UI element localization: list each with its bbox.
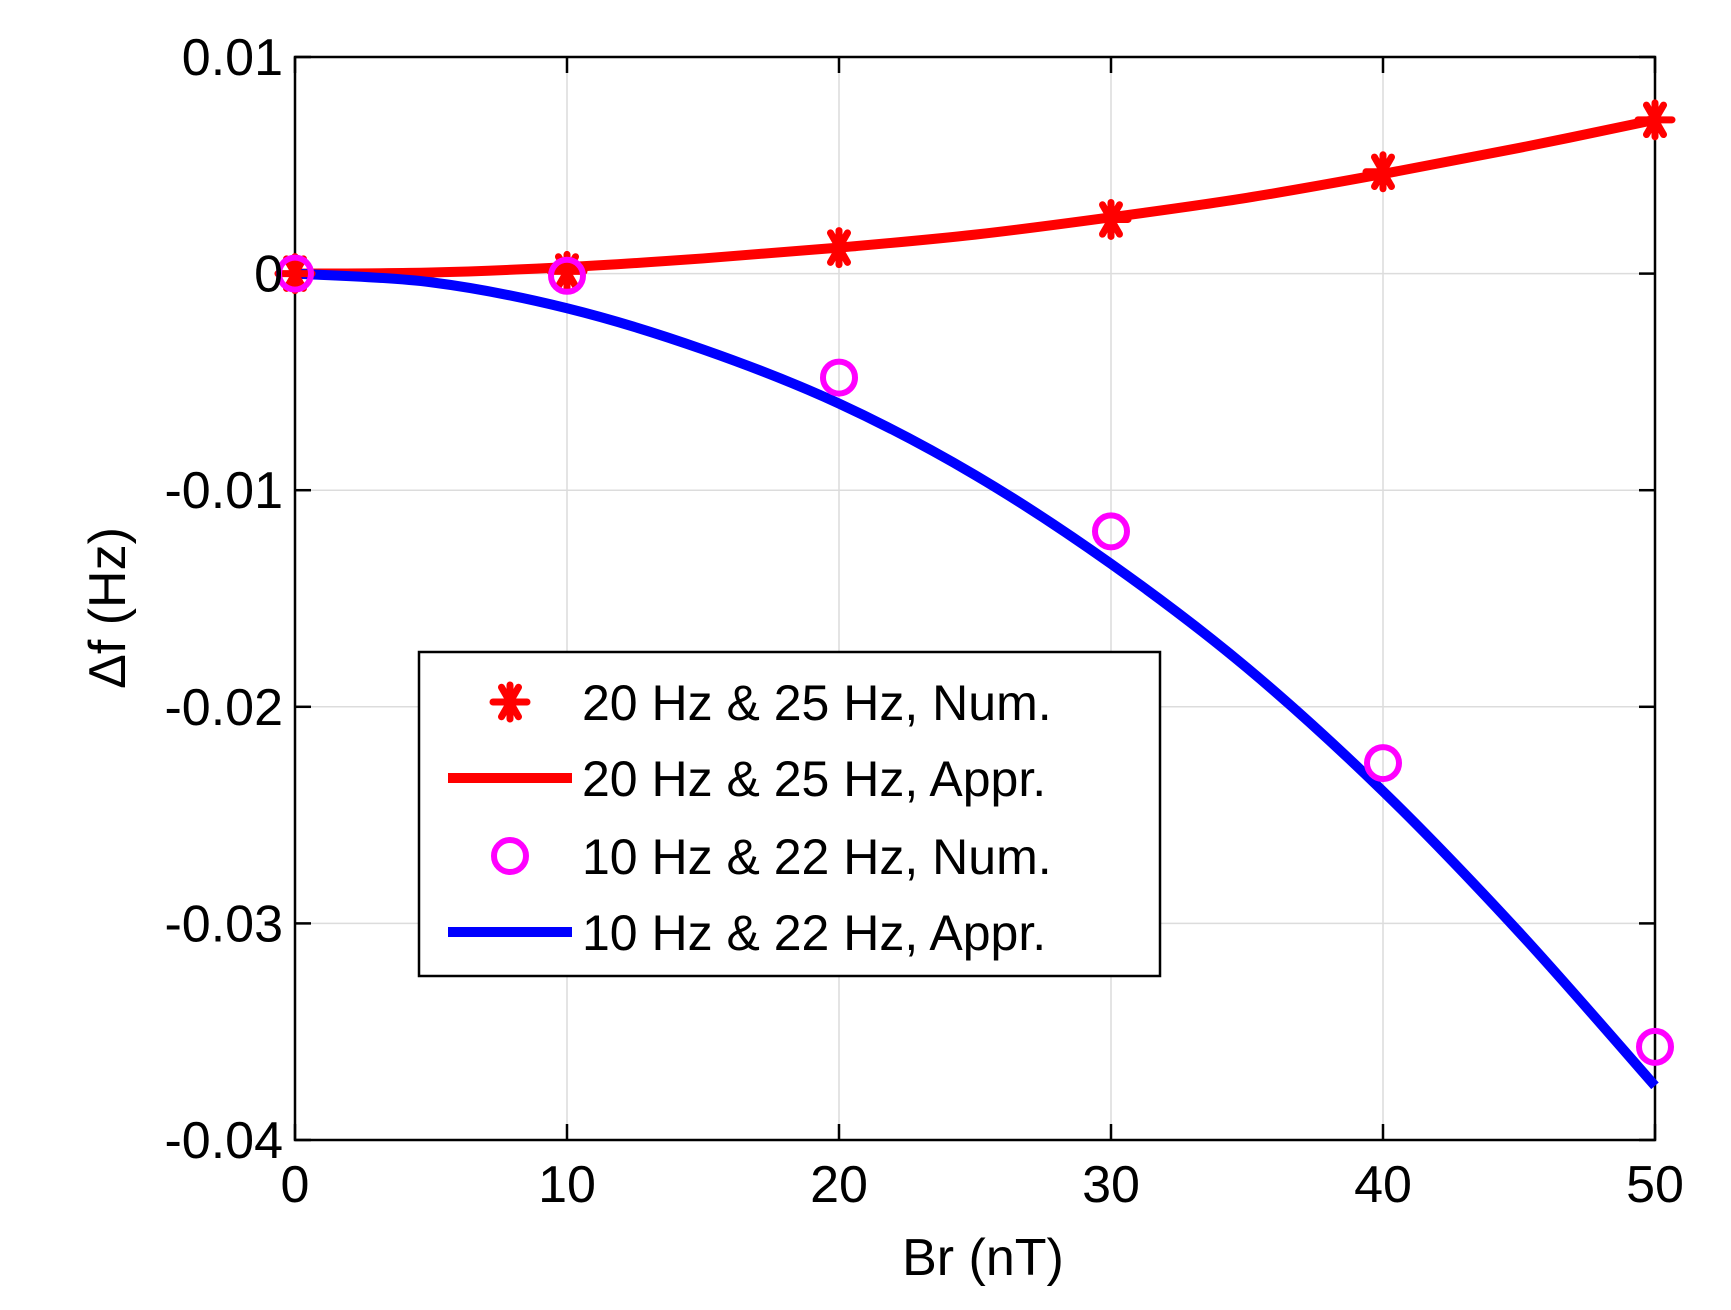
data-point-asterisk (818, 227, 860, 269)
data-point-circle (1636, 1027, 1674, 1066)
legend-entry: 20 Hz & 25 Hz, Num. (489, 675, 1052, 731)
x-tick-label: 50 (1626, 1156, 1684, 1214)
y-tick-label: -0.03 (164, 895, 283, 953)
data-point-asterisk (274, 253, 316, 295)
data-point-asterisk (1090, 198, 1132, 240)
x-tick-label: 40 (1354, 1156, 1412, 1214)
tick-labels: 0 10 20 30 40 50 0.01 0 -0.01 -0.02 -0.03 -0.04 (164, 29, 1683, 1214)
legend-label: 20 Hz & 25 Hz, Appr. (582, 751, 1046, 807)
data-point-asterisk (1634, 99, 1676, 141)
data-point-circle (276, 254, 314, 293)
plot-frame (293, 55, 1657, 1142)
y-tick-label: 0 (254, 246, 283, 304)
legend: 20 Hz & 25 Hz, Num. 20 Hz & 25 Hz, Appr. 1… (417, 650, 1162, 978)
x-tick-label: 20 (810, 1156, 868, 1214)
data-point-asterisk (1362, 151, 1404, 193)
axes (293, 55, 1657, 1142)
series-line-20hz-25hz-appr (294, 114, 1657, 279)
data-point-circle (1092, 512, 1130, 551)
legend-entry: 10 Hz & 22 Hz, Appr. (448, 905, 1046, 961)
legend-circle-swatch (491, 837, 529, 875)
legend-asterisk-swatch (489, 681, 531, 723)
y-tick-label: -0.02 (164, 679, 283, 737)
legend-box (417, 650, 1162, 978)
legend-label: 20 Hz & 25 Hz, Num. (582, 675, 1052, 731)
x-axis-label: Br (nT) (902, 1229, 1064, 1287)
legend-entry: 10 Hz & 22 Hz, Num. (491, 829, 1052, 885)
legend-label: 10 Hz & 22 Hz, Appr. (582, 905, 1046, 961)
x-tick-label: 10 (538, 1156, 596, 1214)
legend-entry: 20 Hz & 25 Hz, Appr. (448, 751, 1046, 807)
legend-label: 10 Hz & 22 Hz, Num. (582, 829, 1052, 885)
y-tick-label: -0.04 (164, 1112, 283, 1170)
y-tick-label: -0.01 (164, 462, 283, 520)
x-tick-label: 0 (281, 1156, 310, 1214)
y-axis-label: Δf (Hz) (79, 527, 137, 689)
data-point-circle (548, 256, 586, 295)
data-point-circle (1364, 744, 1402, 783)
data-point-circle (820, 358, 858, 397)
x-tick-label: 30 (1082, 1156, 1140, 1214)
series-line-10hz-22hz-appr (294, 268, 1659, 1090)
series-layer (274, 99, 1676, 1090)
y-tick-label: 0.01 (182, 29, 283, 87)
